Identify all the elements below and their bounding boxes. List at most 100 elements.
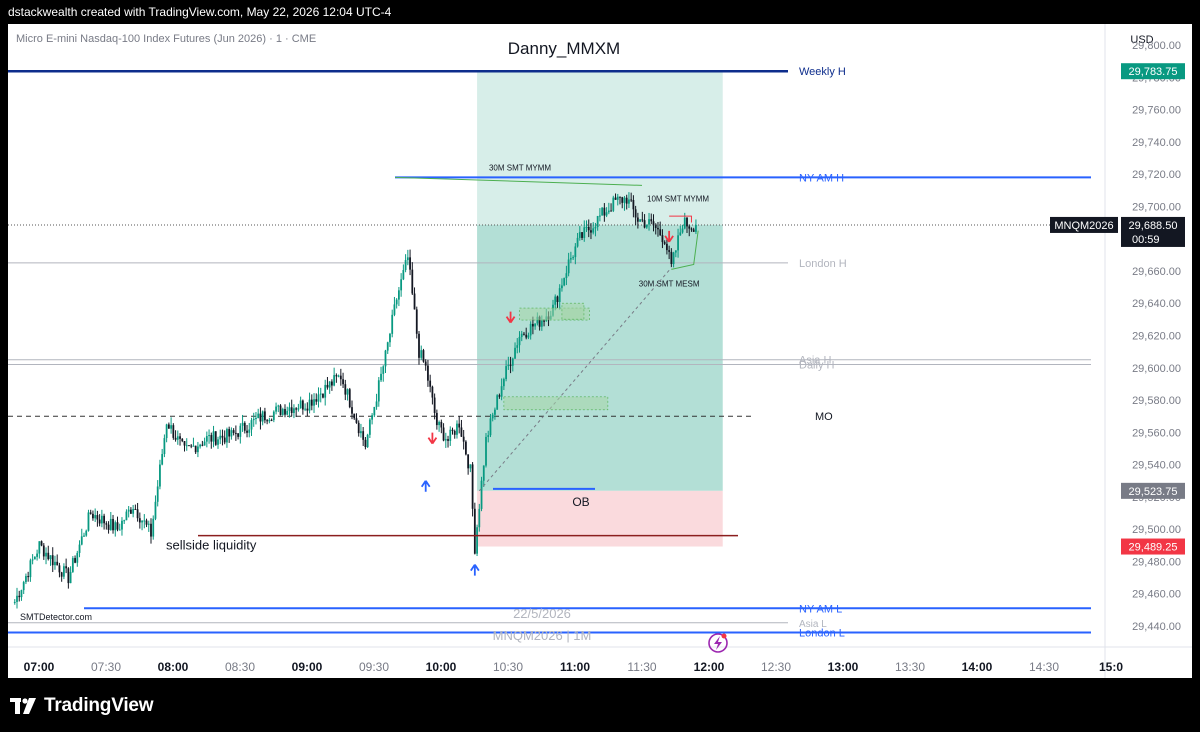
level-label-ny-am-h: NY AM H (799, 172, 844, 184)
x-tick-label: 09:30 (359, 660, 389, 674)
candle-body (516, 345, 519, 348)
candle-body (556, 296, 559, 302)
y-tick-label: 29,740.00 (1132, 137, 1181, 149)
candle-body (590, 230, 592, 233)
candle-body (190, 445, 193, 447)
candle-body (324, 384, 327, 398)
candle-body (594, 227, 597, 229)
candle-body (252, 418, 255, 421)
candle-body (645, 224, 648, 228)
candle-body (183, 441, 186, 446)
chart-svg[interactable]: Micro E-mini Nasdaq-100 Index Futures (J… (8, 24, 1192, 678)
candle-body (342, 379, 344, 385)
candle-body (364, 439, 367, 448)
candle-body (22, 582, 25, 591)
candle-body (136, 509, 139, 519)
candle-body (619, 196, 621, 198)
candle-body (514, 347, 516, 359)
candle-body (143, 520, 146, 522)
smt-10m-mymm-line (669, 215, 692, 223)
candle-body (270, 419, 273, 421)
candle-body (398, 290, 400, 300)
candle-body (681, 228, 684, 233)
candle-body (389, 333, 391, 343)
candle-body (438, 421, 440, 426)
credit-text: SMTDetector.com (20, 612, 92, 622)
candle-body (380, 373, 382, 381)
candle-body (362, 431, 365, 440)
candle-body (636, 217, 639, 222)
x-tick-label: 10:00 (426, 660, 457, 674)
x-tick-label: 15:0 (1099, 660, 1123, 674)
candle-body (654, 225, 657, 228)
candle-body (201, 444, 204, 446)
candle-body (543, 320, 545, 322)
watermark-date: 22/5/2026 (513, 606, 571, 621)
candle-body (612, 197, 615, 211)
symbol-badge (1050, 216, 1118, 233)
y-tick-label: 29,560.00 (1132, 427, 1181, 439)
candle-body (241, 422, 244, 426)
candle-body (482, 465, 485, 481)
x-tick-label: 11:00 (560, 660, 590, 674)
tradingview-logo[interactable]: TradingView (10, 695, 154, 717)
candle-body (429, 380, 432, 387)
candle-body (67, 568, 70, 584)
candle-body (154, 501, 157, 519)
candle-body (453, 431, 456, 435)
x-tick-label: 14:00 (962, 660, 993, 674)
candle-body (500, 386, 503, 397)
candle-body (92, 513, 94, 519)
price-badge-label: 29,489.25 (1129, 542, 1178, 554)
candle-body (382, 366, 385, 374)
candle-body (337, 375, 340, 377)
candle-body (578, 232, 581, 238)
price-badges: 29,783.75 29,523.75 29,489.25 MNQM2026 29,68… (1050, 63, 1185, 555)
smt-30m-mymm-label: 30M SMT MYMM (489, 163, 551, 172)
candle-body (165, 424, 168, 439)
alert-lightning-icon[interactable] (708, 633, 728, 653)
candle-body (650, 219, 653, 222)
candle-body (491, 414, 494, 419)
candle-body (107, 524, 110, 530)
y-tick-label: 29,800.00 (1132, 40, 1181, 52)
candle-body (226, 429, 228, 443)
candle-body (331, 381, 333, 386)
candle-body (219, 435, 222, 440)
candle-body (494, 409, 496, 415)
candle-body (94, 515, 97, 519)
candle-body (502, 379, 505, 387)
candle-body (404, 260, 407, 270)
candle-body (462, 436, 465, 442)
candle-body (377, 380, 380, 402)
candle-body (36, 553, 38, 557)
price-badge (1121, 63, 1185, 80)
candle-body (123, 520, 126, 522)
y-tick-label: 29,540.00 (1132, 460, 1181, 472)
profit-zone-upper (477, 71, 723, 225)
candle-body (688, 226, 691, 229)
candle-body (451, 429, 454, 432)
candle-body (322, 393, 324, 398)
x-tick-label: 07:30 (91, 660, 121, 674)
candle-body (138, 518, 141, 523)
candle-body (60, 572, 63, 577)
level-label-mo: MO (815, 411, 833, 423)
candle-body (534, 323, 537, 327)
candle-body (433, 397, 436, 413)
sell-arrow-down-icon-3 (664, 230, 674, 243)
candle-body (505, 366, 507, 380)
candle-body (569, 258, 572, 260)
candle-body (641, 219, 644, 221)
candle-body (518, 336, 521, 346)
brand-name: TradingView (44, 695, 154, 716)
candle-body (315, 399, 318, 402)
y-tick-label: 29,720.00 (1132, 169, 1181, 181)
candle-body (295, 408, 298, 410)
candle-body (657, 227, 659, 230)
currency-button[interactable] (1122, 29, 1162, 49)
candle-body (447, 439, 449, 441)
candle-body (686, 217, 688, 227)
candle-body (38, 541, 41, 554)
candle-body (400, 279, 403, 291)
